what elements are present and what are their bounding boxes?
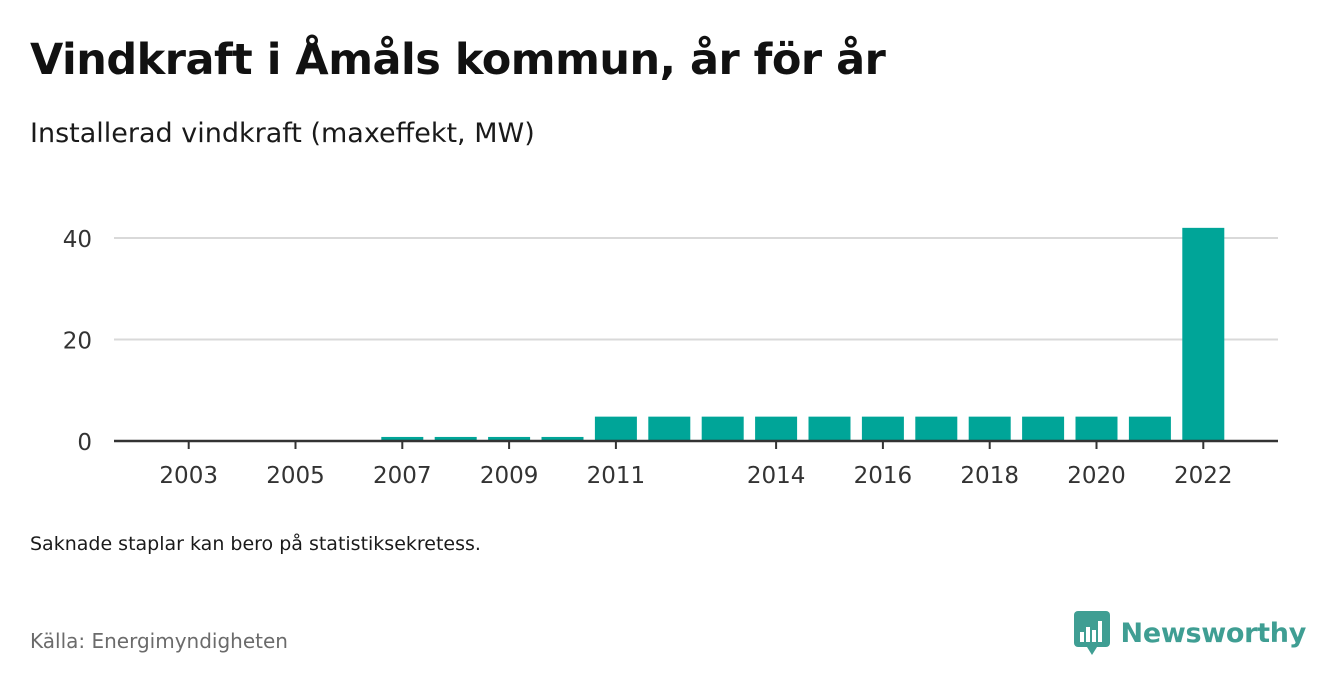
bar-2013 xyxy=(701,416,744,441)
bar-2008 xyxy=(434,436,477,441)
newsworthy-brand: Newsworthy xyxy=(1073,610,1306,656)
x-tick-label-2020: 2020 xyxy=(1067,463,1126,489)
bar-2015 xyxy=(808,416,851,441)
gridlines xyxy=(114,237,1278,341)
x-tick-label-2007: 2007 xyxy=(373,463,432,489)
bar-2020 xyxy=(1075,416,1118,441)
bar-2016 xyxy=(861,416,904,441)
bars xyxy=(381,227,1225,441)
brand-name: Newsworthy xyxy=(1120,617,1307,649)
bar-2007 xyxy=(381,436,424,441)
bar-2021 xyxy=(1128,416,1171,441)
source-label: Källa: Energimyndigheten xyxy=(30,629,288,653)
x-tick-label-2016: 2016 xyxy=(854,463,913,489)
bar-2012 xyxy=(648,416,691,441)
x-tick-label-2022: 2022 xyxy=(1174,463,1233,489)
bar-2009 xyxy=(488,436,531,441)
bar-2014 xyxy=(755,416,798,441)
x-tick-label-2018: 2018 xyxy=(960,463,1019,489)
footnote: Saknade staplar kan bero på statistiksek… xyxy=(30,533,481,555)
axes xyxy=(114,439,1278,449)
chart-title: Vindkraft i Åmåls kommun, år för år xyxy=(30,35,886,85)
x-tick-label-2005: 2005 xyxy=(266,463,325,489)
newsworthy-logo-icon xyxy=(1073,611,1110,655)
bar-2019 xyxy=(1022,416,1065,441)
x-tick-label-2003: 2003 xyxy=(159,463,218,489)
x-tick-label-2011: 2011 xyxy=(587,463,646,489)
x-tick-label-2009: 2009 xyxy=(480,463,539,489)
y-tick-label-0: 0 xyxy=(77,430,92,456)
bar-2022 xyxy=(1182,227,1225,441)
bar-2011 xyxy=(594,416,637,441)
y-tick-label-20: 20 xyxy=(63,329,92,355)
x-tick-label-2014: 2014 xyxy=(747,463,806,489)
bar-2018 xyxy=(968,416,1011,441)
chart-subtitle: Installerad vindkraft (maxeffekt, MW) xyxy=(30,118,535,149)
y-tick-label-40: 40 xyxy=(63,227,92,253)
tick-labels: 0 20 40 2003 2005 2007 2009 2011 2014 2016 2018 202… xyxy=(63,227,1233,489)
bar-2017 xyxy=(915,416,958,441)
bar-2010 xyxy=(541,436,584,441)
